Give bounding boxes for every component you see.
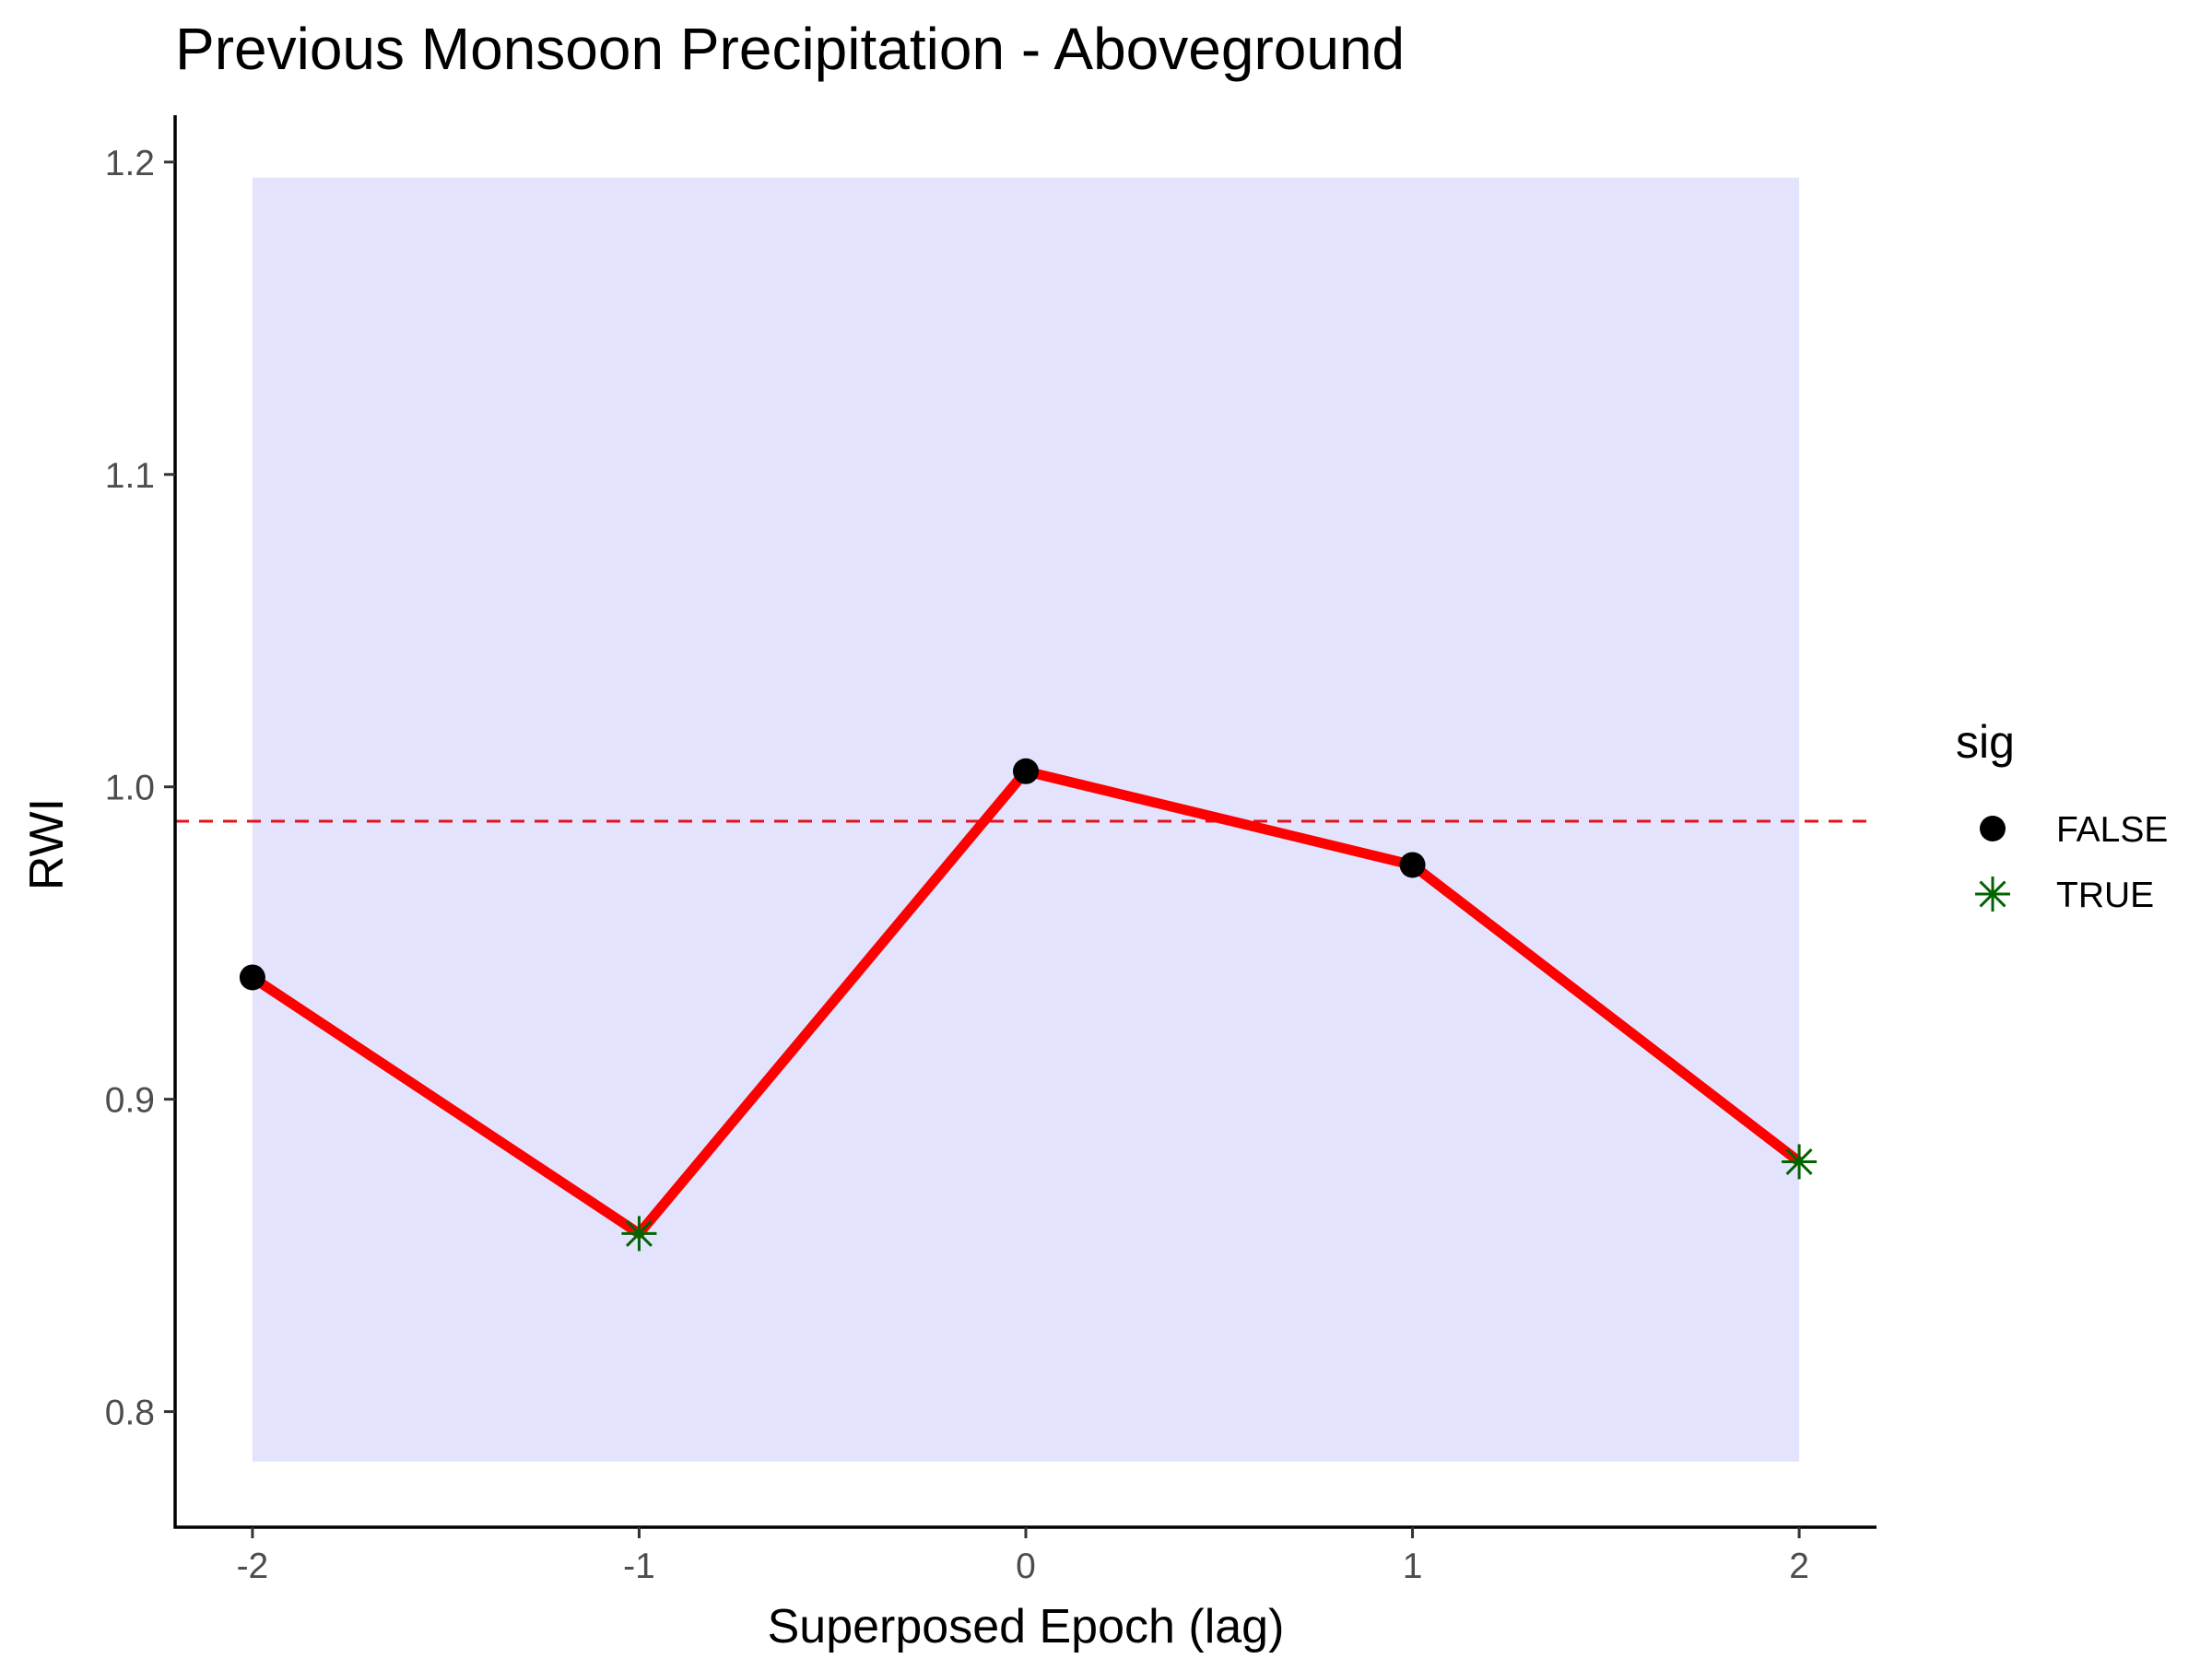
y-tick-label: 1.2 bbox=[105, 144, 155, 183]
x-axis-title: Superposed Epoch (lag) bbox=[768, 1600, 1285, 1653]
y-tick-label: 0.9 bbox=[105, 1081, 155, 1121]
data-point-true-stroke bbox=[1785, 1147, 1813, 1175]
axes: 0.8 0.9 1.0 1.1 1.2 -2 -1 0 1 2 bbox=[105, 115, 1877, 1586]
data-point-false bbox=[1399, 852, 1426, 878]
legend-title: sig bbox=[1956, 716, 2015, 768]
x-tick-label: 2 bbox=[1789, 1547, 1809, 1586]
y-axis-title: RWI bbox=[20, 798, 74, 890]
data-point-false bbox=[239, 964, 265, 991]
legend-label: TRUE bbox=[2056, 876, 2154, 915]
y-tick-label: 1.1 bbox=[105, 456, 155, 496]
x-tick-label: 0 bbox=[1016, 1547, 1036, 1586]
legend-label: FALSE bbox=[2056, 810, 2168, 850]
legend-key-true-stroke bbox=[1979, 880, 2006, 908]
legend: sig FALSE TRUE bbox=[1956, 716, 2168, 915]
x-tick-label: -2 bbox=[237, 1547, 269, 1586]
data-point-false bbox=[1013, 758, 1039, 784]
x-tick-label: -1 bbox=[623, 1547, 655, 1586]
data-point-true bbox=[621, 1216, 657, 1252]
data-point-true-stroke bbox=[625, 1219, 653, 1247]
data-point-true bbox=[1782, 1144, 1818, 1180]
y-tick-label: 1.0 bbox=[105, 769, 155, 808]
legend-key-true bbox=[1975, 877, 2010, 912]
x-tick-label: 1 bbox=[1403, 1547, 1423, 1586]
y-tick-label: 0.8 bbox=[105, 1394, 155, 1433]
plot-area bbox=[175, 177, 1877, 1462]
chart-title: Previous Monsoon Precipitation - Abovegr… bbox=[175, 16, 1405, 82]
confidence-band bbox=[252, 177, 1800, 1462]
legend-key-false bbox=[1980, 816, 2006, 841]
